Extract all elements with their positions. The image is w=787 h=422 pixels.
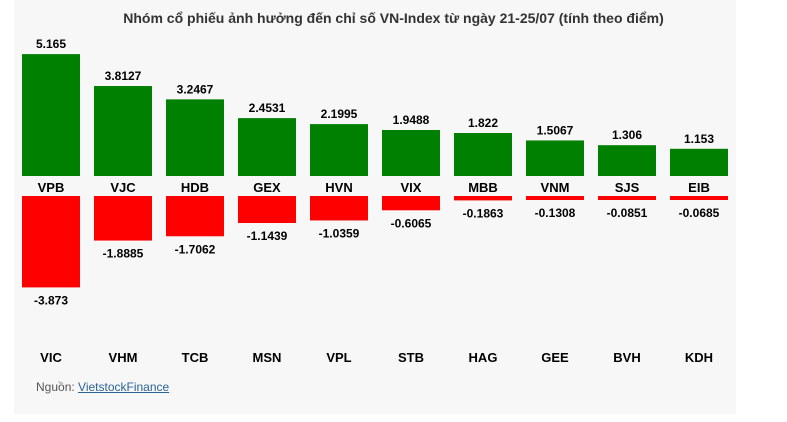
value-label-vnm: 1.5067: [537, 123, 574, 137]
bar-negative-stb: [382, 196, 440, 211]
value-label-vpb: 5.165: [36, 37, 66, 51]
bar-positive-hdb: [166, 99, 224, 176]
category-label-vix: VIX: [401, 180, 422, 195]
bar-negative-kdh: [670, 196, 728, 200]
bar-positive-gex: [238, 118, 296, 176]
value-label-sjs: 1.306: [612, 128, 642, 142]
category-label-sjs: SJS: [615, 180, 640, 195]
category-label-kdh: KDH: [685, 350, 713, 365]
value-label-vjc: 3.8127: [105, 69, 142, 83]
value-label-gex: 2.4531: [249, 101, 286, 115]
bar-negative-tcb: [166, 196, 224, 237]
bar-positive-vnm: [526, 140, 584, 176]
category-label-gee: GEE: [541, 350, 569, 365]
source-link[interactable]: VietstockFinance: [78, 380, 170, 394]
value-label-vic: -3.873: [34, 293, 68, 307]
bar-negative-msn: [238, 196, 296, 223]
bar-negative-vic: [22, 196, 80, 288]
value-label-hdb: 3.2467: [177, 82, 214, 96]
bar-positive-hvn: [310, 124, 368, 176]
bar-positive-sjs: [598, 145, 656, 176]
value-label-eib: 1.153: [684, 132, 714, 146]
category-label-vnm: VNM: [541, 180, 570, 195]
category-label-mbb: MBB: [468, 180, 498, 195]
category-label-eib: EIB: [688, 180, 710, 195]
value-label-gee: -0.1308: [535, 206, 576, 220]
bar-negative-vhm: [94, 196, 152, 241]
value-label-tcb: -1.7062: [175, 242, 216, 256]
value-label-hvn: 2.1995: [321, 107, 358, 121]
value-label-msn: -1.1439: [247, 229, 288, 243]
bar-negative-bvh: [598, 196, 656, 200]
bar-positive-mbb: [454, 133, 512, 176]
category-label-hvn: HVN: [325, 180, 352, 195]
bar-positive-vpb: [22, 54, 80, 176]
category-label-vjc: VJC: [110, 180, 136, 195]
value-label-vhm: -1.8885: [103, 247, 144, 261]
category-label-bvh: BVH: [613, 350, 640, 365]
category-label-vpb: VPB: [38, 180, 65, 195]
bar-positive-vix: [382, 130, 440, 176]
category-label-vhm: VHM: [109, 350, 138, 365]
bar-positive-eib: [670, 148, 728, 176]
category-label-vic: VIC: [40, 350, 62, 365]
category-label-hag: HAG: [469, 350, 498, 365]
value-label-bvh: -0.0851: [607, 206, 648, 220]
bar-positive-vjc: [94, 86, 152, 176]
bar-negative-hag: [454, 196, 512, 201]
category-label-stb: STB: [398, 350, 424, 365]
chart-title: Nhóm cổ phiếu ảnh hưởng đến chỉ số VN-In…: [123, 10, 664, 26]
source-note: Nguồn: VietstockFinance: [36, 380, 169, 394]
value-label-vpl: -1.0359: [319, 226, 360, 240]
category-label-gex: GEX: [253, 180, 281, 195]
value-label-mbb: 1.822: [468, 116, 498, 130]
bar-negative-vpl: [310, 196, 368, 221]
value-label-vix: 1.9488: [393, 113, 430, 127]
value-label-hag: -0.1863: [463, 206, 504, 220]
value-label-stb: -0.6065: [391, 216, 432, 230]
category-label-hdb: HDB: [181, 180, 209, 195]
source-prefix: Nguồn:: [36, 380, 79, 394]
bar-negative-gee: [526, 196, 584, 200]
category-label-tcb: TCB: [182, 350, 209, 365]
category-label-vpl: VPL: [326, 350, 351, 365]
category-label-msn: MSN: [253, 350, 282, 365]
value-label-kdh: -0.0685: [679, 206, 720, 220]
